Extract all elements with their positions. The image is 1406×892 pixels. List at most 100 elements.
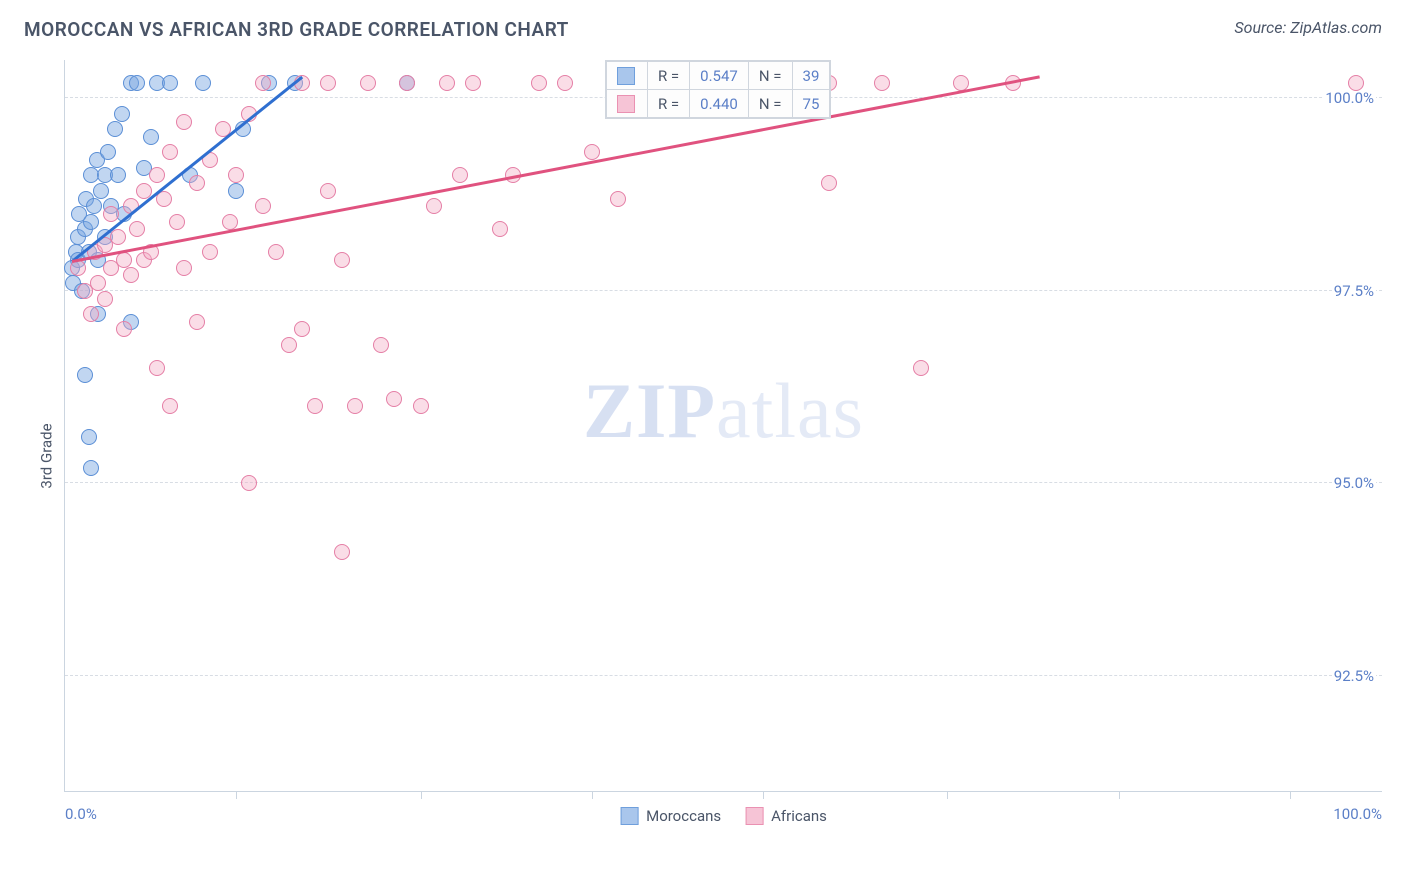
legend-swatch [745,807,763,825]
legend-item: Africans [745,807,827,825]
x-tick [421,791,422,799]
data-point [399,75,415,91]
x-tick [1119,791,1120,799]
x-axis-min-label: 0.0% [65,805,97,823]
legend-swatch [620,807,638,825]
data-point [360,75,376,91]
data-point [320,183,336,199]
data-point [334,252,350,268]
data-point [107,121,123,137]
legend-r-label: R = [647,90,689,118]
data-point [114,106,130,122]
data-point [90,275,106,291]
legend-n-label: N = [748,90,792,118]
data-point [110,167,126,183]
chart-source: Source: ZipAtlas.com [1234,18,1382,37]
x-tick [947,791,948,799]
gridline [65,290,1382,291]
chart-title: MOROCCAN VS AFRICAN 3RD GRADE CORRELATIO… [24,18,569,41]
data-point [347,398,363,414]
data-point [189,314,205,330]
data-point [86,198,102,214]
watermark: ZIPatlas [583,366,864,456]
chart-area: 3rd Grade ZIPatlas 92.5% 95.0% 97.5% 100.0%… [24,60,1382,852]
data-point [413,398,429,414]
data-point [268,244,284,260]
data-point [162,144,178,160]
plot-region: ZIPatlas 92.5%95.0%97.5%100.0%0.0%100.0%… [64,60,1382,792]
data-point [386,391,402,407]
gridline [65,482,1382,483]
data-point [241,475,257,491]
data-point [129,221,145,237]
y-tick-label: 95.0% [1332,474,1376,492]
data-point [162,75,178,91]
data-point [116,252,132,268]
data-point [492,221,508,237]
data-point [176,114,192,130]
legend-swatch [606,62,647,90]
data-point [77,367,93,383]
stats-legend: R =0.547N =39 R =0.440N =75 [605,60,831,119]
x-tick [1290,791,1291,799]
data-point [195,75,211,91]
data-point [83,306,99,322]
data-point [294,321,310,337]
series-legend: Moroccans Africans [620,807,827,825]
data-point [169,214,185,230]
data-point [874,75,890,91]
data-point [913,360,929,376]
data-point [149,360,165,376]
data-point [149,167,165,183]
legend-item: Moroccans [620,807,721,825]
data-point [281,337,297,353]
legend-swatch [606,90,647,118]
data-point [110,229,126,245]
data-point [307,398,323,414]
x-axis-max-label: 100.0% [1333,805,1382,823]
data-point [228,167,244,183]
data-point [439,75,455,91]
x-tick [763,791,764,799]
data-point [202,244,218,260]
data-point [373,337,389,353]
legend-label: Moroccans [646,807,721,825]
y-tick-label: 92.5% [1332,667,1376,685]
data-point [334,544,350,560]
data-point [222,214,238,230]
data-point [255,75,271,91]
y-tick-label: 97.5% [1332,282,1376,300]
chart-header: MOROCCAN VS AFRICAN 3RD GRADE CORRELATIO… [0,0,1406,49]
data-point [83,214,99,230]
data-point [97,291,113,307]
data-point [189,175,205,191]
y-tick-label: 100.0% [1323,89,1376,107]
y-axis-label: 3rd Grade [38,423,56,488]
legend-r-value: 0.547 [690,62,749,90]
legend-n-label: N = [748,62,792,90]
legend-r-value: 0.440 [690,90,749,118]
data-point [584,144,600,160]
data-point [100,144,116,160]
data-point [123,267,139,283]
data-point [143,129,159,145]
trend-line [71,75,1039,262]
data-point [610,191,626,207]
data-point [81,429,97,445]
data-point [452,167,468,183]
data-point [1348,75,1364,91]
x-tick [592,791,593,799]
data-point [83,460,99,476]
legend-n-value: 75 [792,90,830,118]
data-point [821,175,837,191]
legend-label: Africans [771,807,827,825]
data-point [465,75,481,91]
legend-n-value: 39 [792,62,830,90]
data-point [176,260,192,276]
data-point [129,75,145,91]
data-point [116,321,132,337]
data-point [557,75,573,91]
legend-r-label: R = [647,62,689,90]
data-point [531,75,547,91]
data-point [255,198,271,214]
